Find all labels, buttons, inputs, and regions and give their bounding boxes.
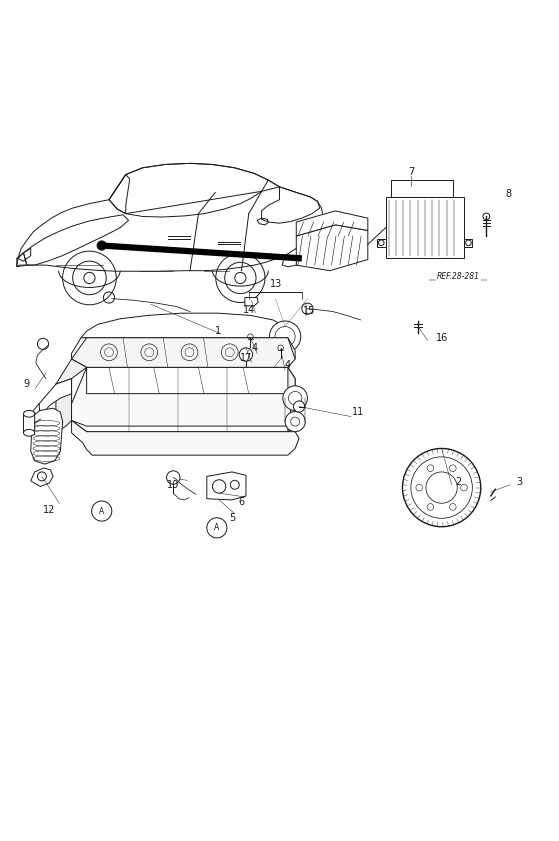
Text: 13: 13 [269, 278, 282, 288]
Polygon shape [56, 359, 87, 395]
Polygon shape [282, 258, 296, 267]
Polygon shape [207, 472, 246, 500]
Polygon shape [377, 239, 386, 247]
Polygon shape [72, 368, 295, 426]
Text: 1: 1 [215, 326, 221, 336]
Text: 2: 2 [455, 477, 462, 487]
Polygon shape [296, 225, 368, 271]
Text: 14: 14 [243, 304, 255, 315]
Text: A: A [99, 506, 105, 516]
Text: 7: 7 [408, 167, 414, 177]
Polygon shape [288, 368, 299, 431]
Circle shape [239, 348, 253, 362]
Polygon shape [72, 338, 295, 359]
Polygon shape [56, 378, 72, 433]
Polygon shape [72, 368, 295, 431]
Polygon shape [31, 468, 53, 486]
Text: 3: 3 [517, 477, 523, 487]
Text: 4: 4 [252, 343, 257, 353]
Polygon shape [39, 378, 72, 420]
Circle shape [167, 471, 180, 484]
Polygon shape [296, 211, 368, 236]
Text: 6: 6 [239, 496, 244, 506]
Text: 12: 12 [43, 505, 55, 515]
Text: 9: 9 [24, 379, 30, 389]
Text: REF.28-281: REF.28-281 [437, 272, 480, 281]
Polygon shape [72, 420, 299, 455]
Text: 17: 17 [240, 353, 252, 363]
Polygon shape [31, 408, 63, 464]
Text: 8: 8 [506, 189, 511, 199]
Text: 16: 16 [435, 333, 448, 343]
Text: 10: 10 [167, 479, 179, 489]
Text: A: A [214, 523, 220, 532]
Polygon shape [464, 239, 472, 247]
Circle shape [285, 411, 305, 431]
Ellipse shape [23, 430, 35, 436]
Circle shape [283, 386, 307, 410]
Polygon shape [245, 298, 258, 306]
Polygon shape [81, 313, 288, 349]
Circle shape [293, 401, 305, 412]
Polygon shape [386, 197, 464, 258]
Text: 5: 5 [229, 513, 235, 523]
Circle shape [269, 321, 301, 352]
Text: 11: 11 [352, 407, 364, 417]
Polygon shape [23, 412, 35, 433]
Polygon shape [391, 180, 453, 197]
Circle shape [97, 241, 106, 250]
Polygon shape [72, 338, 295, 368]
Text: 4: 4 [285, 360, 291, 369]
Text: 15: 15 [303, 306, 315, 316]
Ellipse shape [23, 410, 35, 417]
